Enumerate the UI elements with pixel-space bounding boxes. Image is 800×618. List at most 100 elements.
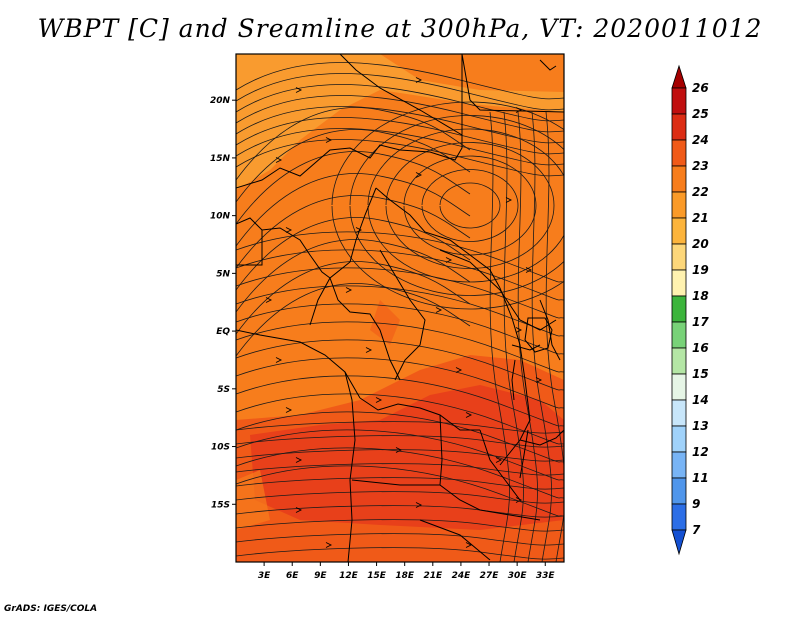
colorbar-segment bbox=[671, 217, 687, 245]
streamline bbox=[236, 411, 564, 463]
streamline bbox=[531, 111, 552, 562]
flow-arrow bbox=[455, 367, 463, 373]
colorbar-label: 14 bbox=[692, 393, 709, 407]
colorbar-label: 24 bbox=[692, 133, 709, 147]
colorbar-bottom-arrow bbox=[671, 529, 687, 556]
streamline bbox=[403, 155, 537, 256]
flow-arrow bbox=[515, 327, 523, 333]
streamline bbox=[236, 173, 471, 247]
map-frame bbox=[235, 53, 565, 563]
flow-arrow bbox=[295, 507, 303, 513]
latitude-axis: 20N 15N 10N 5N EQ 5S 10S 15S bbox=[210, 96, 236, 510]
flow-arrow bbox=[265, 297, 273, 303]
flow-arrow bbox=[325, 137, 333, 143]
streamline bbox=[236, 421, 564, 434]
streamline bbox=[236, 449, 564, 462]
colorbar-label: 13 bbox=[692, 419, 709, 433]
flow-arrow bbox=[495, 457, 503, 463]
flow-arrow bbox=[415, 502, 423, 508]
country-borders bbox=[236, 54, 564, 562]
colorbar-label: 7 bbox=[692, 523, 701, 537]
streamline bbox=[236, 129, 471, 203]
longitude-axis: 3E 6E 9E 12E 15E 18E 21E 24E 27E 30E 33E bbox=[258, 562, 555, 581]
flow-arrow bbox=[345, 287, 353, 293]
flow-arrow bbox=[465, 542, 473, 548]
flow-arrow bbox=[535, 377, 543, 383]
colorbar-segment bbox=[671, 87, 687, 115]
streamline bbox=[439, 182, 501, 229]
streamline bbox=[545, 111, 564, 562]
flow-arrow bbox=[275, 157, 283, 163]
streamline bbox=[236, 95, 564, 133]
streamline bbox=[236, 267, 564, 319]
lon-tick-label: 9E bbox=[314, 571, 327, 581]
map-area bbox=[236, 54, 564, 562]
colorbar-segment bbox=[671, 503, 687, 531]
grads-credit: GrADS: IGES/COLA bbox=[4, 604, 98, 614]
lake-outlines bbox=[511, 59, 557, 479]
lon-tick-label: 24E bbox=[452, 571, 472, 581]
colorbar-segment bbox=[671, 373, 687, 401]
streamline bbox=[236, 505, 564, 518]
lat-tick-label: 15N bbox=[210, 154, 231, 164]
streamline bbox=[236, 321, 564, 373]
lon-tick-label: 12E bbox=[339, 571, 359, 581]
colorbar-legend: 26 25 24 23 22 21 20 19 18 17 16 15 14 13 12 11 9 7 bbox=[671, 64, 709, 556]
lat-tick-label: 10S bbox=[211, 443, 230, 453]
flow-arrow bbox=[415, 172, 423, 178]
colorbar-label: 16 bbox=[692, 341, 709, 355]
flow-arrow bbox=[515, 107, 523, 113]
colorbar-segment bbox=[671, 269, 687, 297]
streamline bbox=[236, 519, 564, 532]
colorbar-label: 11 bbox=[692, 471, 709, 485]
streamline bbox=[236, 231, 564, 283]
colorbar-segment bbox=[671, 139, 687, 167]
colorbar-segment bbox=[671, 191, 687, 219]
streamline bbox=[236, 429, 564, 481]
streamline bbox=[236, 491, 564, 504]
streamline bbox=[236, 357, 564, 409]
flow-arrow bbox=[505, 197, 513, 203]
flow-arrow bbox=[355, 227, 363, 233]
streamline bbox=[236, 239, 471, 313]
colorbar-label: 9 bbox=[692, 497, 700, 511]
streamline bbox=[236, 303, 564, 355]
streamline bbox=[236, 249, 564, 301]
colorbar-label: 20 bbox=[692, 237, 709, 251]
lat-tick-label: 5N bbox=[216, 269, 230, 279]
streamline bbox=[236, 107, 471, 181]
streamline bbox=[517, 111, 538, 562]
colorbar-label: 25 bbox=[692, 107, 709, 121]
colorbar-label: 15 bbox=[692, 367, 709, 381]
streamline bbox=[236, 84, 564, 122]
colorbar-segment bbox=[671, 243, 687, 271]
colorbar-segment bbox=[671, 165, 687, 193]
colorbar-label: 12 bbox=[692, 445, 709, 459]
flow-arrow bbox=[325, 542, 333, 548]
colorbar-segment bbox=[671, 295, 687, 323]
warm-patch-central bbox=[370, 300, 400, 345]
colorbar-segment bbox=[671, 347, 687, 375]
streamline bbox=[331, 101, 564, 310]
flow-arrow bbox=[375, 397, 383, 403]
flow-arrow bbox=[415, 77, 423, 83]
colorbar-label: 17 bbox=[692, 315, 709, 329]
streamline bbox=[236, 393, 564, 445]
lon-tick-label: 6E bbox=[286, 571, 299, 581]
streamline bbox=[236, 73, 564, 111]
flow-arrow bbox=[365, 347, 373, 353]
streamlines bbox=[236, 62, 564, 562]
streamline bbox=[236, 463, 564, 476]
streamline bbox=[236, 151, 471, 225]
flow-arrow bbox=[525, 267, 533, 273]
lon-tick-label: 27E bbox=[480, 571, 500, 581]
lat-tick-label: EQ bbox=[216, 327, 230, 337]
warm-field-regions bbox=[236, 54, 564, 562]
lat-tick-label: 5S bbox=[217, 385, 230, 395]
flow-arrow bbox=[515, 497, 523, 503]
streamline bbox=[503, 111, 524, 562]
flow-arrow bbox=[295, 87, 303, 93]
colorbar-segment bbox=[671, 425, 687, 453]
colorbar-segment bbox=[671, 321, 687, 349]
